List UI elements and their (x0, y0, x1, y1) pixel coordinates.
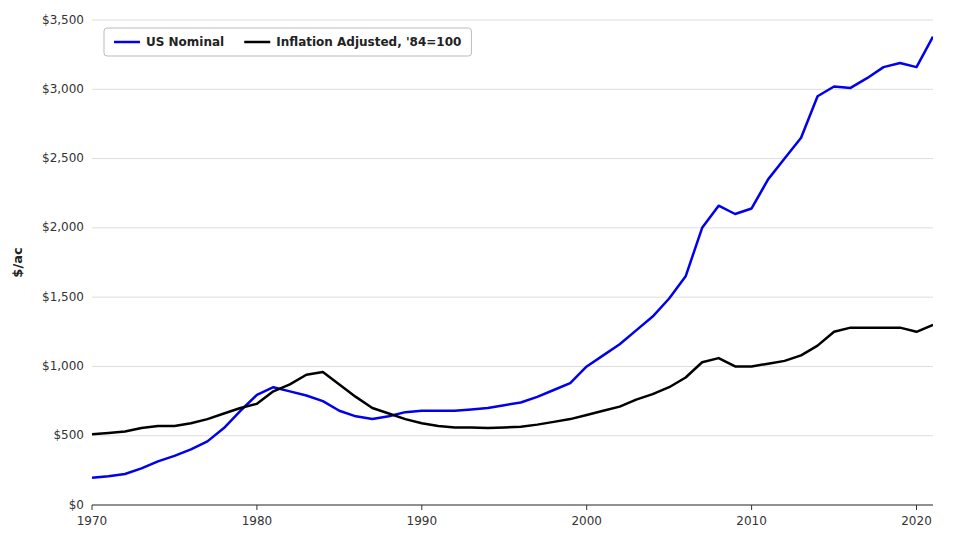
x-axis-line (92, 505, 933, 506)
grid-line (92, 297, 933, 298)
grid-line (92, 227, 933, 228)
x-tick (256, 505, 257, 510)
x-tick (586, 505, 587, 510)
x-tick (421, 505, 422, 510)
x-tick-label: 1990 (407, 514, 438, 528)
y-tick-label: $0 (69, 498, 84, 512)
x-tick-label: 2020 (901, 514, 932, 528)
x-tick (751, 505, 752, 510)
y-tick-label: $2,000 (42, 220, 84, 234)
x-tick-label: 2000 (571, 514, 602, 528)
y-axis-label: $/ac (10, 247, 25, 277)
y-grid (92, 20, 933, 505)
x-tick (916, 505, 917, 510)
series-line (92, 37, 933, 478)
lines (92, 37, 933, 478)
legend-swatch (114, 41, 140, 44)
grid-line (92, 366, 933, 367)
legend-label: US Nominal (146, 35, 224, 49)
y-tick-label: $1,000 (42, 359, 84, 373)
grid-line (92, 20, 933, 21)
grid-line (92, 435, 933, 436)
legend-swatch (244, 41, 270, 44)
y-tick-label: $2,500 (42, 151, 84, 165)
legend: US Nominal Inflation Adjusted, '84=100 (104, 28, 471, 56)
grid-line (92, 158, 933, 159)
y-tick-label: $1,500 (42, 290, 84, 304)
x-tick-label: 1970 (77, 514, 108, 528)
grid-line (92, 505, 933, 506)
legend-label: Inflation Adjusted, '84=100 (276, 35, 461, 49)
y-tick-label: $3,500 (42, 13, 84, 27)
x-axis: 1970 1980 1990 2000 2010 2020 (77, 505, 933, 528)
chart: $0 $500 $1,000 $1,500 $2,000 $2,500 $3,000 $3,5… (0, 0, 957, 549)
y-tick-label: $3,000 (42, 82, 84, 96)
x-tick (92, 505, 93, 510)
y-tick-label: $500 (53, 428, 84, 442)
series-line (92, 325, 933, 434)
x-tick-label: 2010 (736, 514, 767, 528)
grid-line (92, 89, 933, 90)
x-tick-label: 1980 (242, 514, 273, 528)
y-ticks: $0 $500 $1,000 $1,500 $2,000 $2,500 $3,000 $3,5… (42, 13, 84, 512)
legend-box (104, 28, 471, 56)
